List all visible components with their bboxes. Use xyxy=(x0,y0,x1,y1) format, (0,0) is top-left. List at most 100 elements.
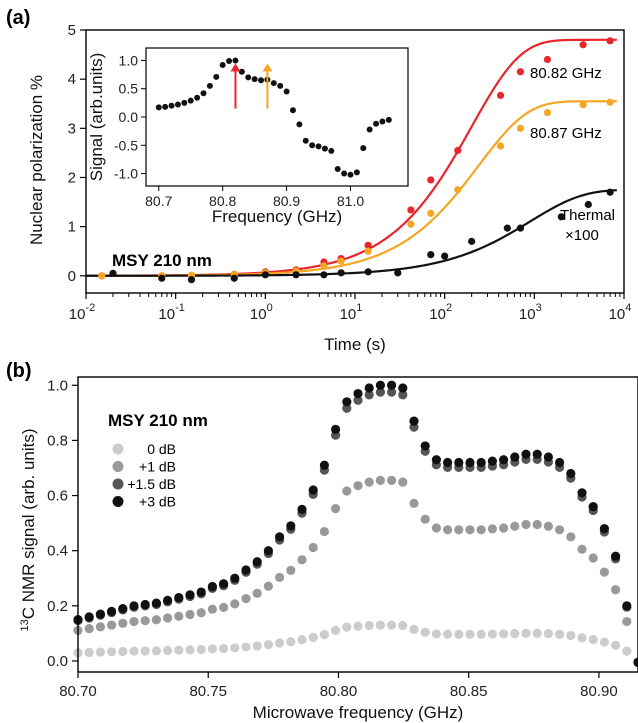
x-tick-label: 80.90 xyxy=(580,683,618,700)
data-point-series-0 xyxy=(331,625,341,635)
inset-y-tick-label: 1.0 xyxy=(119,52,139,68)
legend-label-2: +1.5 dB xyxy=(127,476,176,492)
panel-b-x-ticks: 80.70 80.75 80.80 80.85 80.90 xyxy=(59,672,618,700)
legend-label-0: 0 dB xyxy=(147,441,176,457)
data-point-series-1 xyxy=(499,523,509,533)
legend-label-1: +1 dB xyxy=(139,459,176,475)
inset-data-point xyxy=(341,170,348,177)
data-point-series-0 xyxy=(95,647,105,657)
data-point-series-1 xyxy=(320,262,328,270)
data-point-series-2 xyxy=(375,387,385,397)
inset-data-point xyxy=(174,101,181,108)
inset-x-tick-label: 81.0 xyxy=(337,193,364,209)
data-point-series-1 xyxy=(151,615,161,625)
data-point-series-2 xyxy=(606,188,614,196)
data-point-series-3 xyxy=(566,468,576,479)
series-label-thermal: Thermal xyxy=(560,207,615,224)
x-tick-label: 103 xyxy=(519,302,542,323)
data-point-series-2 xyxy=(353,395,363,405)
inset-data-point xyxy=(232,57,239,64)
data-point-series-2 xyxy=(364,390,374,400)
data-point-series-1 xyxy=(454,525,464,535)
data-point-series-3 xyxy=(510,452,520,462)
data-point-series-1 xyxy=(364,477,374,487)
panel-b-x-axis-title: Microwave frequency (GHz) xyxy=(253,703,464,722)
data-point-series-1 xyxy=(431,523,441,533)
data-point-series-0 xyxy=(387,620,397,630)
data-point-series-3 xyxy=(543,452,554,462)
data-point-series-3 xyxy=(297,504,307,514)
data-point-series-2 xyxy=(441,252,449,260)
inset-y-tick-label: -0.5 xyxy=(114,137,138,153)
panel-b-marks xyxy=(73,380,638,667)
data-point-series-0 xyxy=(364,620,374,631)
y-tick-label: 0 xyxy=(68,268,76,285)
data-point-series-0 xyxy=(599,637,610,647)
panel-a-label: (a) xyxy=(6,7,30,29)
data-point-series-0 xyxy=(622,646,632,656)
data-point-series-2 xyxy=(398,390,408,400)
data-point-series-1 xyxy=(476,525,486,535)
data-point-series-1 xyxy=(409,498,419,508)
data-point-series-2 xyxy=(320,271,328,279)
data-point-series-0 xyxy=(207,644,217,654)
inset-y-axis-title: Signal (arb.units) xyxy=(87,53,106,182)
y-tick-label: 0.0 xyxy=(47,653,68,670)
legend-marker-2 xyxy=(112,478,124,490)
inset-x-tick-label: 80.7 xyxy=(145,193,172,209)
data-point-series-1 xyxy=(496,142,505,150)
data-point-series-3 xyxy=(398,383,408,393)
data-point-series-2 xyxy=(187,276,196,284)
inset-x-tick-label: 80.8 xyxy=(209,193,236,209)
inset-data-point xyxy=(206,82,213,89)
y-axis-superscript: 13 xyxy=(19,619,31,631)
data-point-series-1 xyxy=(543,108,552,117)
data-point-series-0 xyxy=(375,620,385,630)
data-point-series-1 xyxy=(84,624,94,634)
inset-data-point xyxy=(385,116,392,123)
inset-frame xyxy=(145,47,409,187)
data-point-series-2 xyxy=(516,224,525,232)
data-point-series-1 xyxy=(163,613,173,623)
data-point-series-3 xyxy=(163,595,173,605)
data-point-series-1 xyxy=(107,620,117,630)
inset-x-axis-title: Frequency (GHz) xyxy=(212,207,342,226)
y-axis-main: C NMR signal (arb. units) xyxy=(19,428,38,619)
data-point-series-3 xyxy=(353,388,363,399)
data-point-series-1 xyxy=(275,572,285,583)
series-label-80-87: 80.87 GHz xyxy=(530,125,602,142)
data-point-series-1 xyxy=(286,565,296,575)
data-point-series-2 xyxy=(261,271,269,279)
data-point-series-1 xyxy=(219,602,229,613)
data-point-series-3 xyxy=(275,532,285,542)
data-point-series-1 xyxy=(241,594,251,604)
data-point-series-3 xyxy=(241,565,251,575)
fit-curve-2 xyxy=(86,189,617,277)
y-tick-label: 0.6 xyxy=(47,488,68,505)
data-point-series-1 xyxy=(427,209,435,217)
x-tick-label: 80.85 xyxy=(450,683,488,700)
inset-data-point xyxy=(238,68,245,75)
legend-marker-1 xyxy=(112,461,124,472)
data-point-series-3 xyxy=(465,457,475,468)
inset-data-point xyxy=(155,104,162,111)
panel-b-y-axis-title: 13C NMR signal (arb. units) xyxy=(19,428,38,631)
data-point-series-3 xyxy=(207,581,217,592)
data-point-series-2 xyxy=(109,269,117,277)
data-point-series-0 xyxy=(611,640,621,650)
data-point-series-3 xyxy=(487,456,497,466)
data-point-series-1 xyxy=(579,101,587,109)
data-point-series-1 xyxy=(566,532,576,542)
y-tick-label: 0.4 xyxy=(47,543,68,560)
inset-data-point xyxy=(366,126,373,133)
data-point-series-2 xyxy=(468,237,476,245)
data-point-series-0 xyxy=(606,37,614,45)
data-point-series-2 xyxy=(387,387,397,397)
inset-data-point xyxy=(328,147,335,154)
data-point-series-0 xyxy=(420,627,430,637)
panel-b-label: (b) xyxy=(6,360,32,382)
panel-b-legend: 0 dB +1 dB+1.5 dB +3 dB xyxy=(112,441,176,510)
data-point-series-0 xyxy=(353,621,363,631)
data-point-series-0 xyxy=(275,638,285,648)
series-label-thermal-scale: ×100 xyxy=(565,227,599,244)
